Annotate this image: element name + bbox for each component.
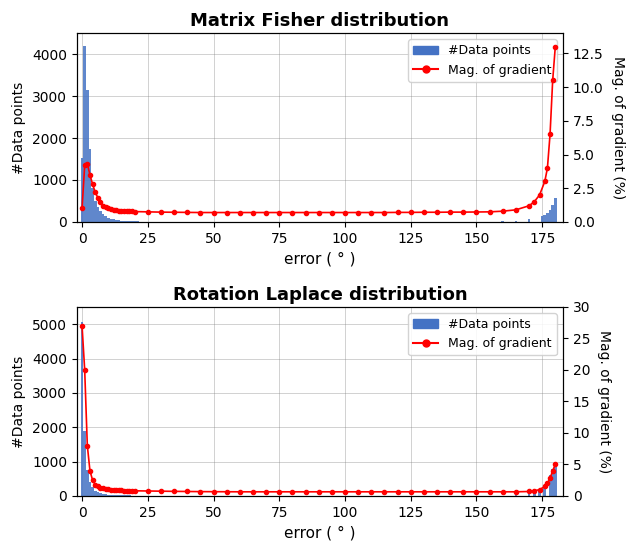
Bar [554, 198, 557, 222]
Bar [123, 221, 125, 222]
Bar [118, 220, 120, 222]
Y-axis label: Mag. of gradient (%): Mag. of gradient (%) [597, 330, 611, 473]
Bar [92, 188, 94, 222]
Y-axis label: Mag. of gradient (%): Mag. of gradient (%) [611, 56, 625, 199]
Bar [97, 207, 99, 222]
Bar [104, 494, 107, 496]
Bar [81, 322, 83, 496]
Bar [515, 221, 517, 222]
Bar [543, 215, 546, 222]
Bar [112, 219, 115, 222]
Legend: #Data points, Mag. of gradient: #Data points, Mag. of gradient [408, 313, 557, 355]
Y-axis label: #Data points: #Data points [12, 82, 26, 174]
Bar [120, 495, 123, 496]
X-axis label: error ( ° ): error ( ° ) [284, 525, 356, 540]
Bar [112, 495, 115, 496]
Y-axis label: #Data points: #Data points [12, 355, 26, 447]
Bar [97, 493, 99, 496]
Bar [115, 495, 118, 496]
Bar [538, 489, 541, 496]
Bar [94, 491, 97, 496]
Bar [83, 46, 86, 222]
Bar [120, 220, 123, 222]
Bar [81, 158, 83, 222]
Bar [92, 487, 94, 496]
Bar [543, 484, 546, 496]
Legend: #Data points, Mag. of gradient: #Data points, Mag. of gradient [408, 39, 557, 82]
Bar [548, 474, 552, 496]
Bar [554, 465, 557, 496]
Bar [125, 221, 128, 222]
Bar [118, 495, 120, 496]
Bar [552, 469, 554, 496]
Bar [107, 218, 109, 222]
Bar [86, 470, 88, 496]
Bar [115, 220, 118, 222]
Bar [99, 493, 102, 496]
Bar [102, 494, 104, 496]
Title: Rotation Laplace distribution: Rotation Laplace distribution [173, 286, 467, 304]
Bar [99, 212, 102, 222]
Bar [107, 495, 109, 496]
Bar [83, 431, 86, 496]
X-axis label: error ( ° ): error ( ° ) [284, 251, 356, 266]
Bar [541, 215, 543, 222]
Bar [88, 149, 92, 222]
Bar [533, 492, 536, 496]
Bar [528, 493, 531, 496]
Bar [546, 213, 548, 222]
Bar [552, 205, 554, 222]
Bar [104, 216, 107, 222]
Bar [86, 90, 88, 222]
Title: Matrix Fisher distribution: Matrix Fisher distribution [191, 12, 449, 30]
Bar [131, 221, 133, 222]
Bar [128, 221, 131, 222]
Bar [109, 219, 112, 222]
Bar [88, 482, 92, 496]
Bar [109, 495, 112, 496]
Bar [528, 219, 531, 222]
Bar [515, 495, 517, 496]
Bar [94, 201, 97, 222]
Bar [548, 210, 552, 222]
Bar [102, 214, 104, 222]
